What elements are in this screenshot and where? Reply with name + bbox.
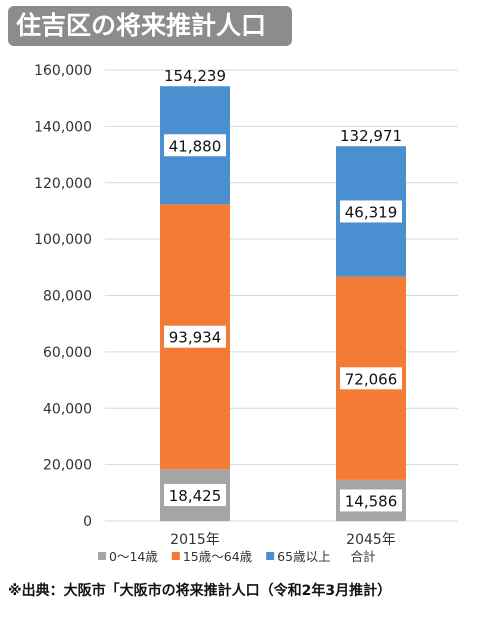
data-labels: 18,425 93,934 41,880 154,239 14,586 72,066 46,…	[164, 67, 402, 512]
y-tick-label: 120,000	[34, 176, 92, 192]
legend-label-total: 合計	[351, 549, 376, 564]
data-label: 46,319	[345, 203, 398, 221]
data-label: 41,880	[169, 137, 222, 155]
data-label-box	[340, 200, 402, 223]
legend-swatch	[171, 552, 180, 560]
y-tick-label: 40,000	[43, 401, 92, 417]
data-label-box	[164, 134, 226, 157]
data-label: 72,066	[345, 370, 398, 388]
legend: 0～14歳 15歳～64歳 65歳以上 合計	[98, 549, 376, 564]
legend-swatch	[266, 552, 275, 560]
total-label: 154,239	[164, 67, 226, 85]
y-tick-label: 160,000	[34, 63, 92, 79]
y-tick-label: 60,000	[43, 345, 92, 361]
data-label: 18,425	[169, 487, 222, 505]
chart-title: 住吉区の将来推計人口	[8, 6, 292, 46]
data-label-box	[164, 484, 226, 507]
legend-label: 0～14歳	[109, 549, 158, 564]
x-axis-tick-labels: 2015年 2045年	[170, 532, 396, 548]
y-tick-label: 140,000	[34, 119, 92, 135]
y-tick-label: 100,000	[34, 232, 92, 248]
data-label: 14,586	[345, 492, 398, 510]
y-axis-tick-labels: 0 20,000 40,000 60,000 80,000 100,000 120,000 1…	[34, 63, 92, 530]
source-note: ※出典：大阪市「大阪市の将来推計人口（令和2年3月推計）	[8, 583, 392, 599]
legend-label: 65歳以上	[277, 549, 330, 564]
y-tick-label: 20,000	[43, 458, 92, 474]
data-label-box	[340, 367, 402, 390]
x-tick-label: 2015年	[170, 532, 220, 548]
total-label: 132,971	[340, 127, 402, 145]
data-label-box	[340, 489, 402, 512]
data-label: 93,934	[169, 329, 222, 347]
y-tick-label: 0	[83, 514, 92, 530]
data-label-box	[164, 325, 226, 348]
x-tick-label: 2045年	[346, 532, 396, 548]
legend-label: 15歳～64歳	[183, 549, 253, 564]
y-tick-label: 80,000	[43, 289, 92, 305]
legend-swatch	[98, 552, 106, 560]
stacked-bar-chart: 0 20,000 40,000 60,000 80,000 100,000 120,000 1…	[34, 63, 458, 564]
